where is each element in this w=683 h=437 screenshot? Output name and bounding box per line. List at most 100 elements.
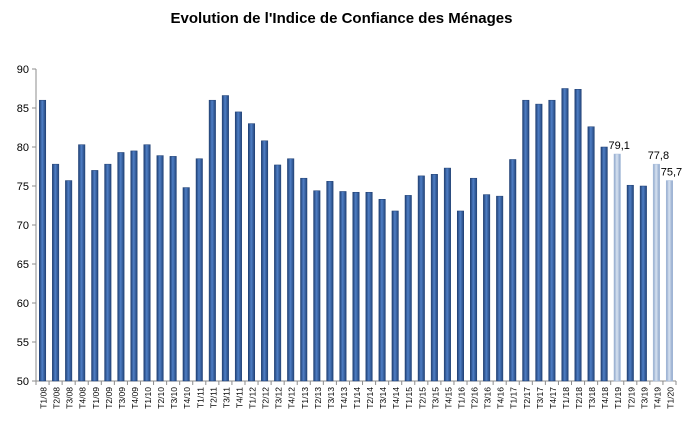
bar bbox=[391, 210, 399, 382]
x-tick-label: T2/17 bbox=[522, 387, 532, 409]
x-tick-label: T1/12 bbox=[248, 387, 258, 409]
data-label: 75,7 bbox=[661, 167, 682, 179]
x-tick-label: T4/10 bbox=[182, 387, 192, 409]
data-label: 79,1 bbox=[609, 140, 630, 152]
x-tick-label: T1/09 bbox=[91, 387, 101, 409]
bar bbox=[417, 175, 425, 382]
x-tick-label: T3/13 bbox=[326, 387, 336, 409]
x-tick-label: T3/14 bbox=[378, 387, 388, 409]
bar bbox=[365, 191, 373, 382]
y-tick-label: 70 bbox=[17, 220, 29, 232]
x-tick-label: T2/09 bbox=[104, 387, 114, 409]
x-tick-label: T2/15 bbox=[417, 387, 427, 409]
y-tick-label: 85 bbox=[17, 103, 29, 115]
bar bbox=[221, 95, 229, 382]
bar bbox=[300, 177, 308, 382]
x-tick-label: T2/11 bbox=[208, 387, 218, 408]
bar bbox=[404, 195, 412, 382]
x-tick-label: T4/09 bbox=[130, 387, 140, 409]
x-tick-label: T2/10 bbox=[156, 387, 166, 409]
x-tick-label: T3/12 bbox=[274, 387, 284, 409]
x-tick-label: T2/12 bbox=[261, 387, 271, 409]
x-tick-label: T1/10 bbox=[143, 387, 153, 409]
x-tick-label: T3/18 bbox=[587, 387, 597, 409]
bar bbox=[39, 99, 47, 382]
bar bbox=[470, 177, 478, 382]
x-tick-label: T2/13 bbox=[313, 387, 323, 409]
bar bbox=[52, 163, 60, 382]
x-tick-label: T4/14 bbox=[391, 387, 401, 409]
x-tick-label: T4/19 bbox=[652, 387, 662, 409]
data-labels: 79,1 77,8 75,7 bbox=[609, 140, 683, 179]
x-tick-label: T3/11 bbox=[221, 387, 231, 408]
bar bbox=[274, 164, 282, 382]
chart-title: Evolution de l'Indice de Confiance des M… bbox=[170, 10, 513, 27]
y-axis: 50 55 60 65 70 75 80 85 90 bbox=[17, 64, 37, 388]
bar bbox=[574, 89, 582, 382]
bar bbox=[626, 184, 634, 382]
bar bbox=[665, 180, 673, 382]
x-tick-label: T1/16 bbox=[456, 387, 466, 409]
bar bbox=[587, 126, 595, 382]
bar bbox=[535, 103, 543, 382]
x-tick-label: T4/15 bbox=[443, 387, 453, 409]
x-tick-label: T4/16 bbox=[496, 387, 506, 409]
x-tick-label: T1/11 bbox=[195, 387, 205, 408]
bar bbox=[156, 155, 164, 382]
y-tick-label: 55 bbox=[17, 337, 29, 349]
bar bbox=[117, 152, 125, 382]
bar bbox=[456, 210, 464, 382]
bar bbox=[339, 191, 347, 382]
x-tick-label: T3/10 bbox=[169, 387, 179, 409]
bar bbox=[169, 156, 177, 382]
y-tick-label: 60 bbox=[17, 298, 29, 310]
bar bbox=[261, 140, 269, 382]
bar bbox=[195, 158, 203, 382]
bar bbox=[182, 187, 190, 382]
data-label: 77,8 bbox=[648, 150, 669, 162]
bar bbox=[326, 181, 334, 382]
y-tick-label: 50 bbox=[17, 376, 29, 388]
x-tick-label: T1/14 bbox=[352, 387, 362, 409]
x-tick-label: T2/19 bbox=[626, 387, 636, 409]
bar bbox=[78, 144, 86, 382]
x-tick-label: T2/18 bbox=[574, 387, 584, 409]
y-tick-label: 75 bbox=[17, 181, 29, 193]
bar bbox=[600, 146, 608, 382]
x-tick-label: T4/11 bbox=[234, 387, 244, 408]
bar bbox=[352, 191, 360, 382]
bar bbox=[287, 158, 295, 382]
bar bbox=[652, 163, 660, 382]
x-tick-label: T4/12 bbox=[287, 387, 297, 409]
y-tick-label: 90 bbox=[17, 64, 29, 76]
bar bbox=[104, 163, 112, 382]
bar bbox=[522, 99, 530, 382]
bar bbox=[430, 174, 438, 382]
y-tick-label: 80 bbox=[17, 142, 29, 154]
bars bbox=[39, 88, 673, 382]
bar bbox=[234, 111, 242, 382]
x-tick-label: T4/17 bbox=[548, 387, 558, 409]
x-tick-label: T4/18 bbox=[600, 387, 610, 409]
x-tick-label: T3/19 bbox=[639, 387, 649, 409]
x-tick-label: T2/14 bbox=[365, 387, 375, 409]
bar bbox=[561, 88, 569, 382]
x-tick-label: T1/13 bbox=[300, 387, 310, 409]
x-tick-label: T1/19 bbox=[613, 387, 623, 409]
x-tick-label: T4/13 bbox=[339, 387, 349, 409]
bar bbox=[509, 159, 517, 382]
x-tick-label: T3/08 bbox=[65, 387, 75, 409]
x-tick-label: T1/20 bbox=[665, 387, 675, 409]
x-tick-label: T2/16 bbox=[470, 387, 480, 409]
x-tick-label: T2/08 bbox=[52, 387, 62, 409]
x-tick-label: T3/16 bbox=[483, 387, 493, 409]
x-axis: T1/08 T2/08 T3/08 T4/08 T1/09 T2/09 T3/09 T4/09… bbox=[35, 380, 677, 409]
bar bbox=[639, 185, 647, 382]
x-tick-label: T4/08 bbox=[78, 387, 88, 409]
x-tick-label: T3/17 bbox=[535, 387, 545, 409]
x-tick-label: T1/15 bbox=[404, 387, 414, 409]
x-tick-label: T1/17 bbox=[509, 387, 519, 409]
bar bbox=[313, 190, 321, 382]
